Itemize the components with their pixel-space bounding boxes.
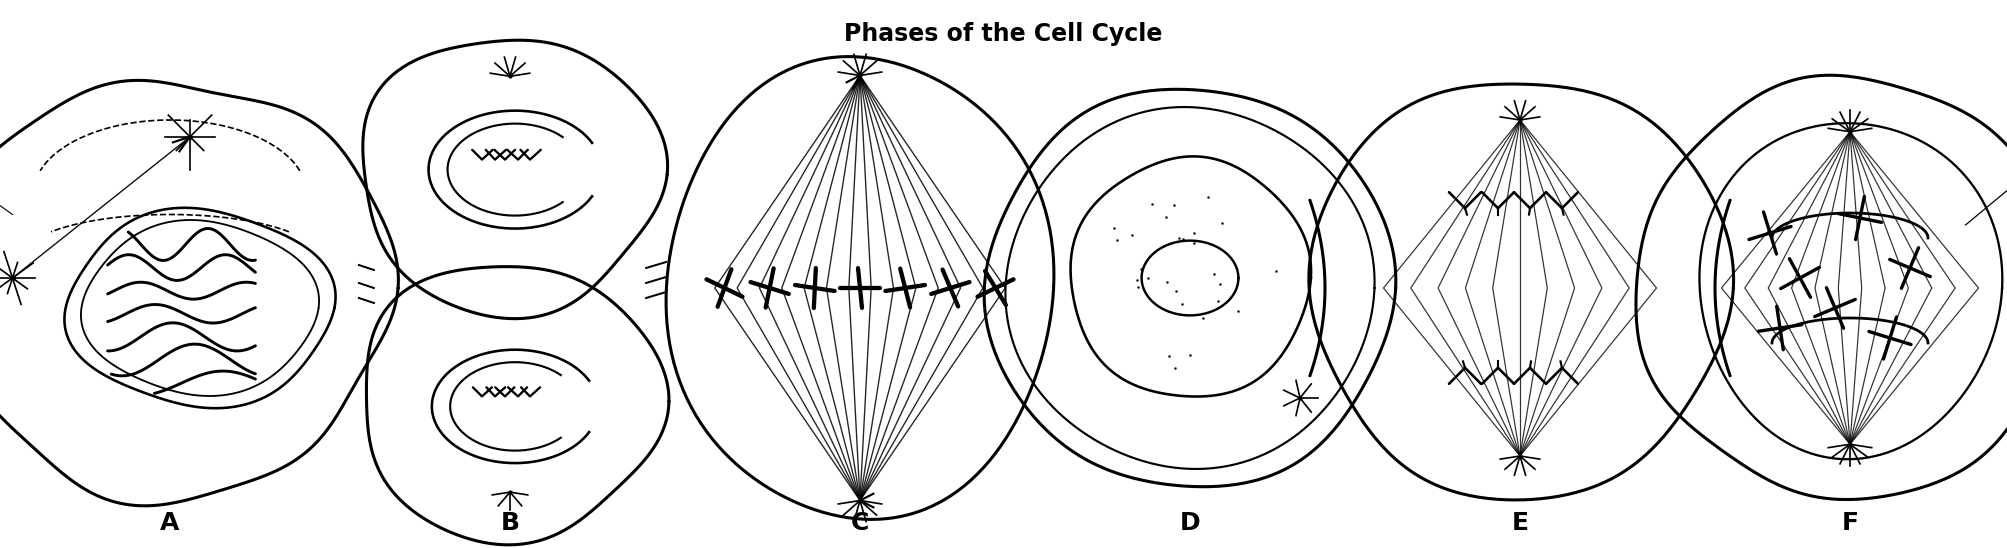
Text: E: E: [1511, 511, 1529, 535]
Text: D: D: [1180, 511, 1200, 535]
Text: B: B: [500, 511, 520, 535]
Text: A: A: [161, 511, 181, 535]
Text: Phases of the Cell Cycle: Phases of the Cell Cycle: [845, 22, 1162, 46]
Text: C: C: [851, 511, 869, 535]
Text: F: F: [1842, 511, 1858, 535]
